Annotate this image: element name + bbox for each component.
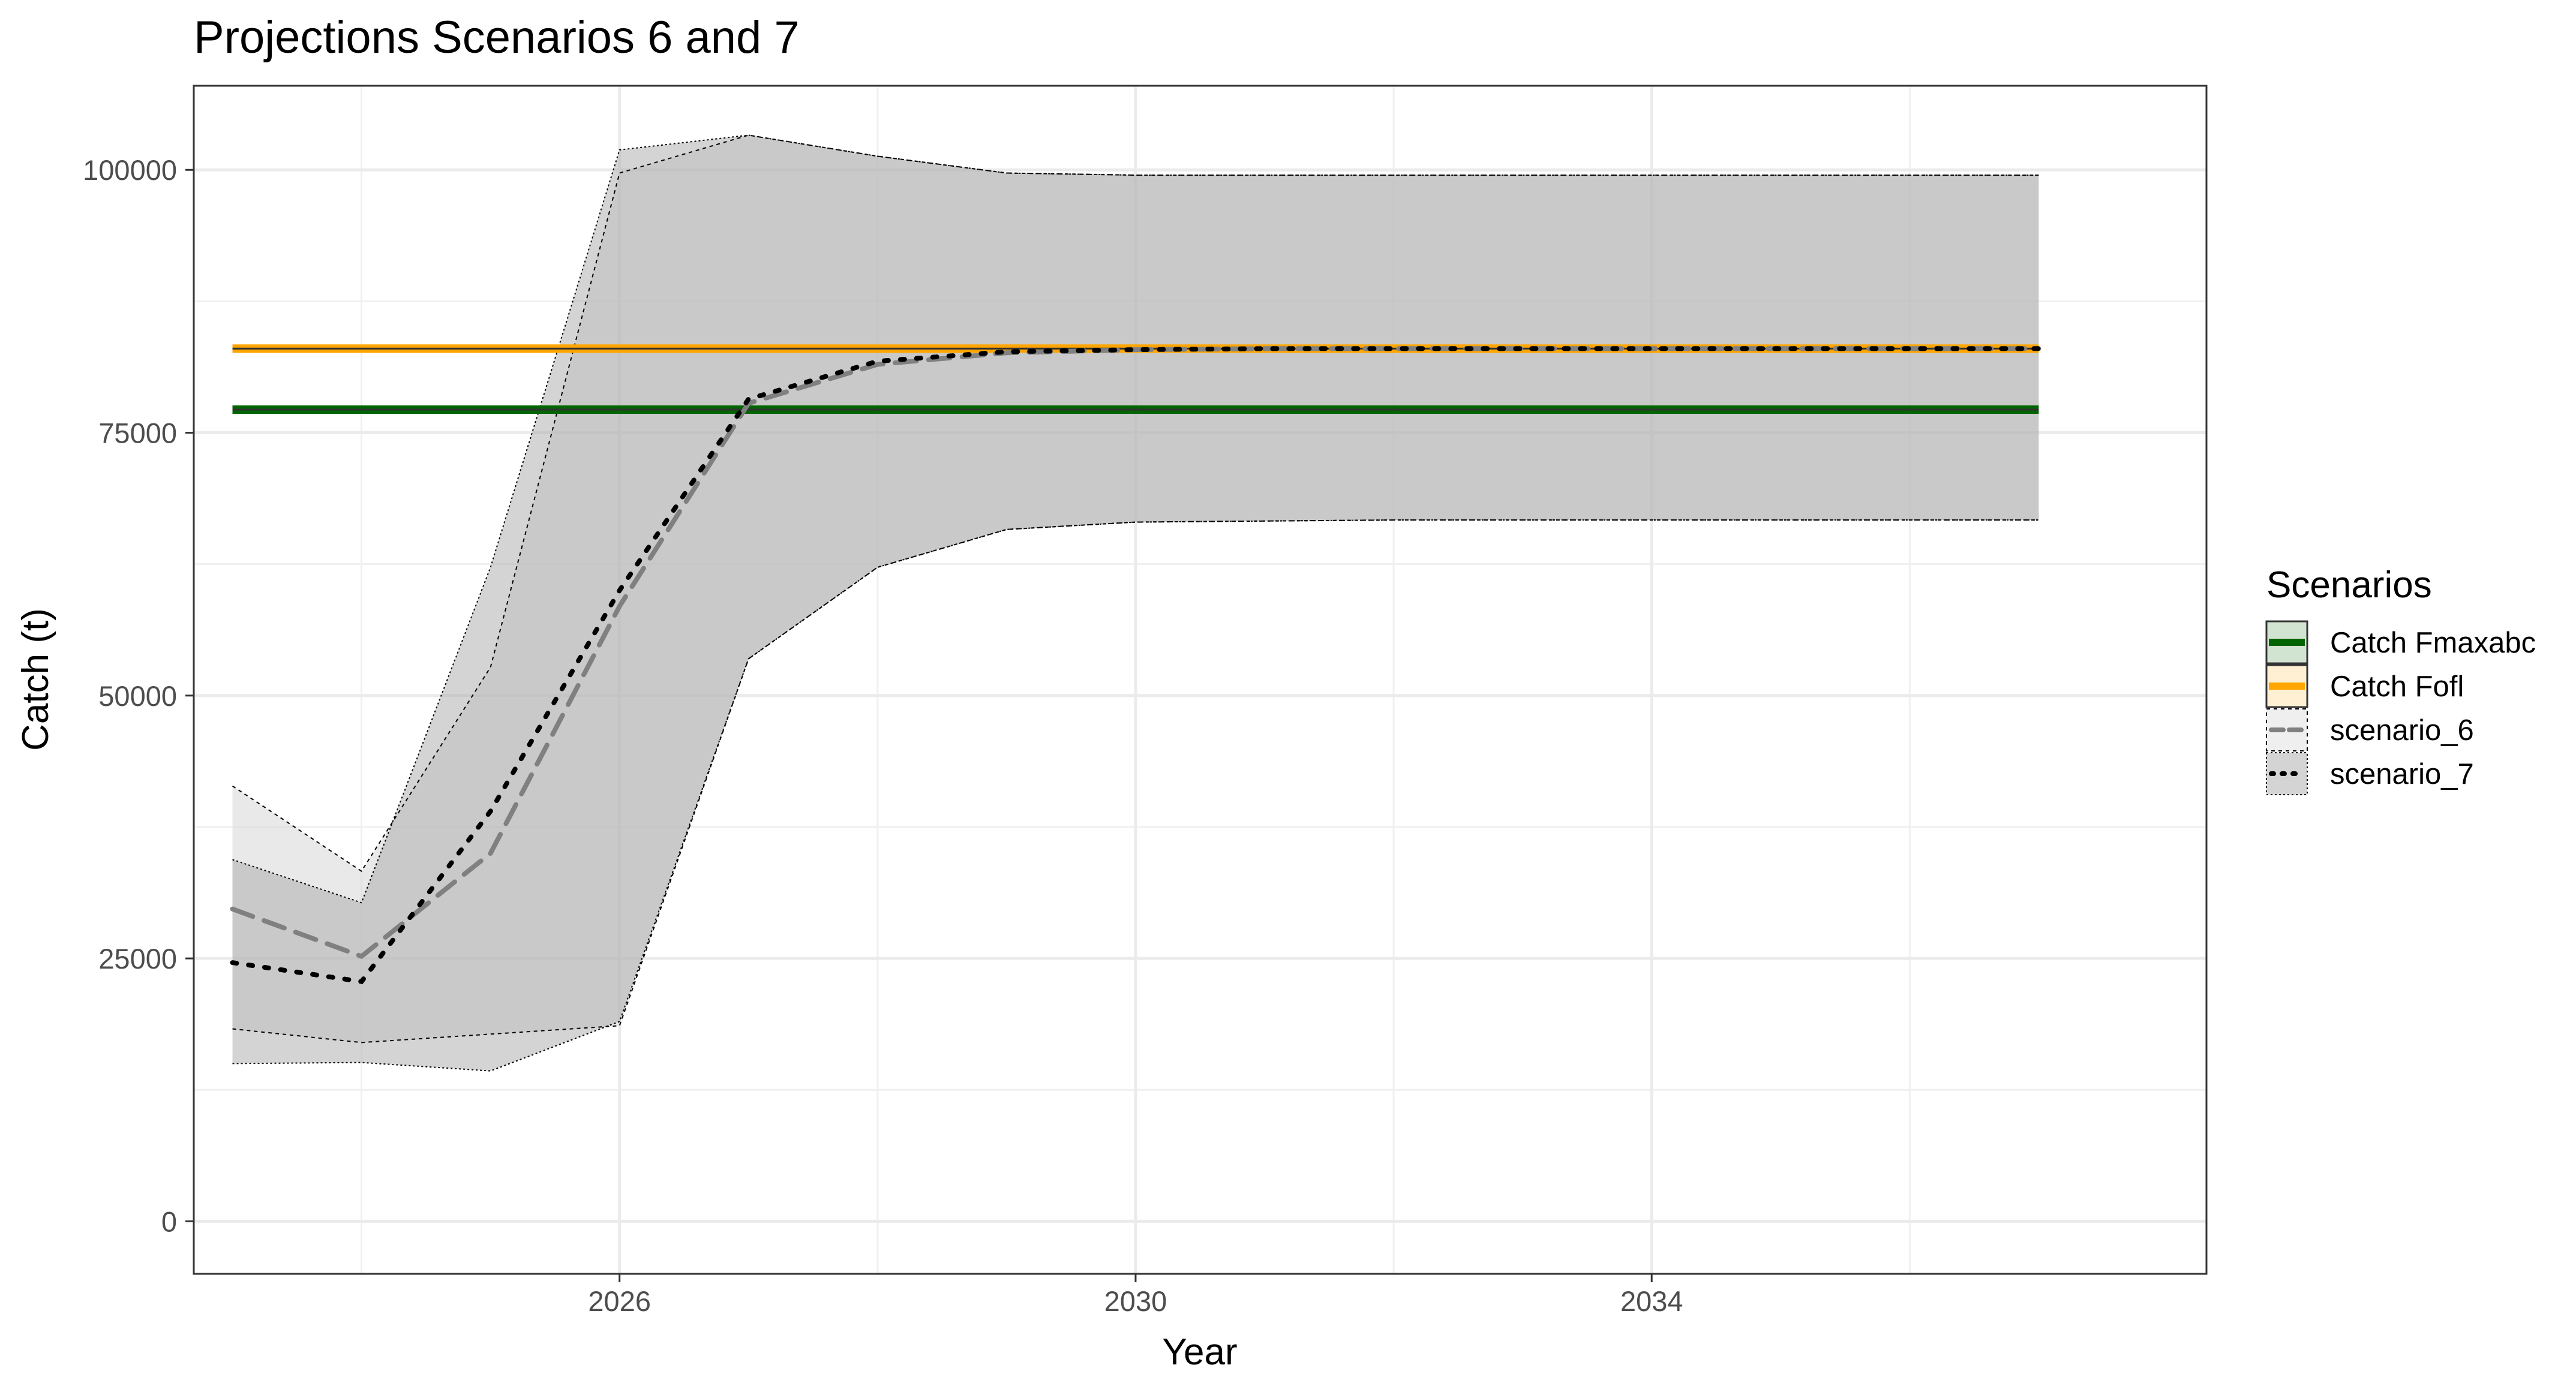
x-tick-label-2030: 2030: [1104, 1285, 1167, 1317]
legend-label-catch-fofl: Catch Fofl: [2330, 671, 2464, 703]
x-axis: 2026 2030 2034: [588, 1274, 1683, 1317]
legend-item-catch-fofl: Catch Fofl: [2265, 664, 2464, 708]
legend-item-scenario-7: scenario_7: [2266, 752, 2474, 795]
x-tick-label-2026: 2026: [588, 1285, 651, 1317]
legend-label-scenario-6: scenario_6: [2330, 714, 2474, 747]
legend: Scenarios Catch Fmaxabc Catch Fofl scenari…: [2265, 564, 2536, 795]
band-scenario-7: [232, 135, 2039, 1071]
chart-title: Projections Scenarios 6 and 7: [194, 12, 800, 63]
y-tick-label-25000: 25000: [98, 943, 177, 975]
x-axis-title: Year: [1162, 1331, 1237, 1373]
confidence-bands: [232, 134, 2039, 1072]
y-tick-label-50000: 50000: [98, 680, 177, 712]
y-axis: 0 25000 50000 75000 100000: [83, 154, 194, 1237]
legend-item-catch-fmaxabc: Catch Fmaxabc: [2265, 620, 2536, 665]
series-lines: [230, 346, 2041, 984]
legend-label-scenario-7: scenario_7: [2330, 758, 2474, 790]
plot-border: [193, 85, 2208, 1275]
legend-item-scenario-6: scenario_6: [2266, 708, 2474, 751]
legend-label-catch-fmaxabc: Catch Fmaxabc: [2330, 627, 2536, 659]
band-edge-lower-scenario-6: [232, 519, 2039, 1044]
y-axis-title: Catch (t): [15, 608, 56, 751]
y-tick-label-75000: 75000: [98, 417, 177, 449]
band-edge-upper-scenario-7: [232, 134, 2039, 904]
x-tick-label-2034: 2034: [1620, 1285, 1683, 1317]
y-tick-label-100000: 100000: [83, 154, 177, 186]
legend-title: Scenarios: [2266, 564, 2432, 606]
y-tick-label-0: 0: [161, 1205, 177, 1237]
line-scenario-6: [230, 346, 2041, 960]
